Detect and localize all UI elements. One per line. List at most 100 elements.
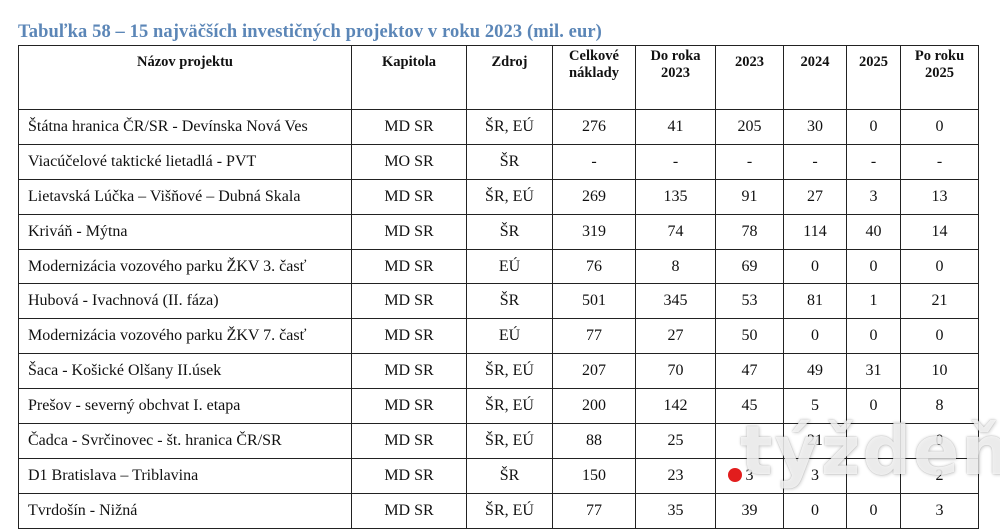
cell-po-roku-2025: 13 [900,178,979,215]
cell-zdroj: EÚ [466,318,553,355]
cell-2023: 91 [715,178,784,215]
cell-do-roka-2023: 142 [635,388,716,425]
cell-po-roku-2025: 0 [900,248,979,285]
table-row: Tvrdošín - Nižná MD SR ŠR, EÚ 77 35 39 0 0 3 [18,492,979,529]
table-row: Viacúčelové taktické lietadlá - PVT MO SR… [18,143,979,180]
cell-zdroj: ŠR, EÚ [466,353,553,390]
cell-po-roku-2025: 21 [900,283,979,320]
cell-celkove-naklady: 501 [552,283,636,320]
cell-2023: 69 [715,248,784,285]
cell-zdroj: ŠR, EÚ [466,178,553,215]
cell-project-name: Viacúčelové taktické lietadlá - PVT [18,143,352,180]
cell-2025: 0 [846,318,901,355]
cell-do-roka-2023: 35 [635,492,716,529]
cell-kapitola: MD SR [351,283,467,320]
cell-po-roku-2025: 10 [900,353,979,390]
cell-zdroj: ŠR [466,457,553,494]
cell-zdroj: ŠR, EÚ [466,492,553,529]
cell-do-roka-2023: 41 [635,109,716,145]
cell-zdroj: EÚ [466,248,553,285]
cell-project-name: Čadca - Svrčinovec - št. hranica ČR/SR [18,423,352,459]
header-poroku-line1: Po roku [914,48,965,64]
cell-kapitola: MD SR [351,353,467,390]
header-celkove-line1: Celkové [569,48,619,64]
cell-2023: 45 [715,388,784,425]
header-zdroj: Zdroj [466,45,553,110]
cell-2025: 0 [846,492,901,529]
cell-celkove-naklady: 319 [552,213,636,250]
cell-celkove-naklady: 200 [552,388,636,425]
cell-2024: 0 [783,492,847,529]
cell-2025: 3 [846,178,901,215]
header-do-roka: Do roka 2023 [635,45,716,110]
cell-2024: 81 [783,283,847,320]
cell-project-name: Modernizácia vozového parku ŽKV 7. časť [18,318,352,355]
investment-projects-table: Názov projektu Kapitola Zdroj Celkové ná… [18,45,979,529]
cell-zdroj: ŠR, EÚ [466,423,553,459]
cell-zdroj: ŠR [466,283,553,320]
cell-2024: 27 [783,178,847,215]
cell-2025: 31 [846,353,901,390]
cell-2025 [846,423,901,459]
cell-project-name: Tvrdošín - Nižná [18,492,352,529]
cell-2023: 50 [715,318,784,355]
table-row: Lietavská Lúčka – Višňové – Dubná Skala M… [18,178,979,215]
header-nazov: Názov projektu [18,45,352,110]
cell-celkove-naklady: 207 [552,353,636,390]
cell-po-roku-2025: 0 [900,318,979,355]
cell-po-roku-2025: 0 [900,109,979,145]
cell-celkove-naklady: 77 [552,318,636,355]
cell-kapitola: MO SR [351,143,467,180]
cell-po-roku-2025: 2 [900,457,979,494]
cell-po-roku-2025: 8 [900,388,979,425]
cell-kapitola: MD SR [351,248,467,285]
cell-2024: 30 [783,109,847,145]
table-row: Prešov - severný obchvat I. etapa MD SR ŠR… [18,388,979,425]
cell-celkove-naklady: 150 [552,457,636,494]
cell-2023: 47 [715,353,784,390]
cell-2024: 49 [783,353,847,390]
cell-celkove-naklady: 276 [552,109,636,145]
cell-do-roka-2023: 135 [635,178,716,215]
header-celkove-line2: náklady [569,65,619,81]
cell-2025: 0 [846,109,901,145]
table-row: Modernizácia vozového parku ŽKV 3. časť M… [18,248,979,285]
header-po-roku: Po roku 2025 [900,45,979,110]
cell-kapitola: MD SR [351,423,467,459]
cell-do-roka-2023: 23 [635,457,716,494]
cell-kapitola: MD SR [351,109,467,145]
cell-zdroj: ŠR, EÚ [466,388,553,425]
cell-2023: 53 [715,283,784,320]
cell-2023: 3 [715,457,784,494]
table-row: Štátna hranica ČR/SR - Devínska Nová Ves… [18,109,979,145]
cell-2025: - [846,143,901,180]
cell-po-roku-2025: 14 [900,213,979,250]
cell-2023: 78 [715,213,784,250]
table-row: Čadca - Svrčinovec - št. hranica ČR/SR MD… [18,423,979,459]
cell-project-name: Prešov - severný obchvat I. etapa [18,388,352,425]
cell-po-roku-2025: 3 [900,492,979,529]
cell-zdroj: ŠR, EÚ [466,109,553,145]
cell-do-roka-2023: 70 [635,353,716,390]
table-row: Šaca - Košické Olšany II.úsek MD SR ŠR, EÚ… [18,353,979,390]
cell-project-name: Modernizácia vozového parku ŽKV 3. časť [18,248,352,285]
cell-2024: 114 [783,213,847,250]
table-header-row: Názov projektu Kapitola Zdroj Celkové ná… [18,45,979,110]
cell-project-name: Kriváň - Mýtna [18,213,352,250]
header-2025: 2025 [846,45,901,110]
cell-po-roku-2025: - [900,143,979,180]
cell-project-name: D1 Bratislava – Triblavina [18,457,352,494]
cell-kapitola: MD SR [351,457,467,494]
cell-kapitola: MD SR [351,213,467,250]
cell-celkove-naklady: 77 [552,492,636,529]
cell-project-name: Šaca - Košické Olšany II.úsek [18,353,352,390]
cell-celkove-naklady: 88 [552,423,636,459]
cell-celkove-naklady: - [552,143,636,180]
header-kapitola: Kapitola [351,45,467,110]
cell-kapitola: MD SR [351,318,467,355]
cell-kapitola: MD SR [351,178,467,215]
cell-2023: - [715,143,784,180]
cell-2024: 0 [783,248,847,285]
table-row: Hubová - Ivachnová (II. fáza) MD SR ŠR 501 3… [18,283,979,320]
cell-2025: 0 [846,388,901,425]
